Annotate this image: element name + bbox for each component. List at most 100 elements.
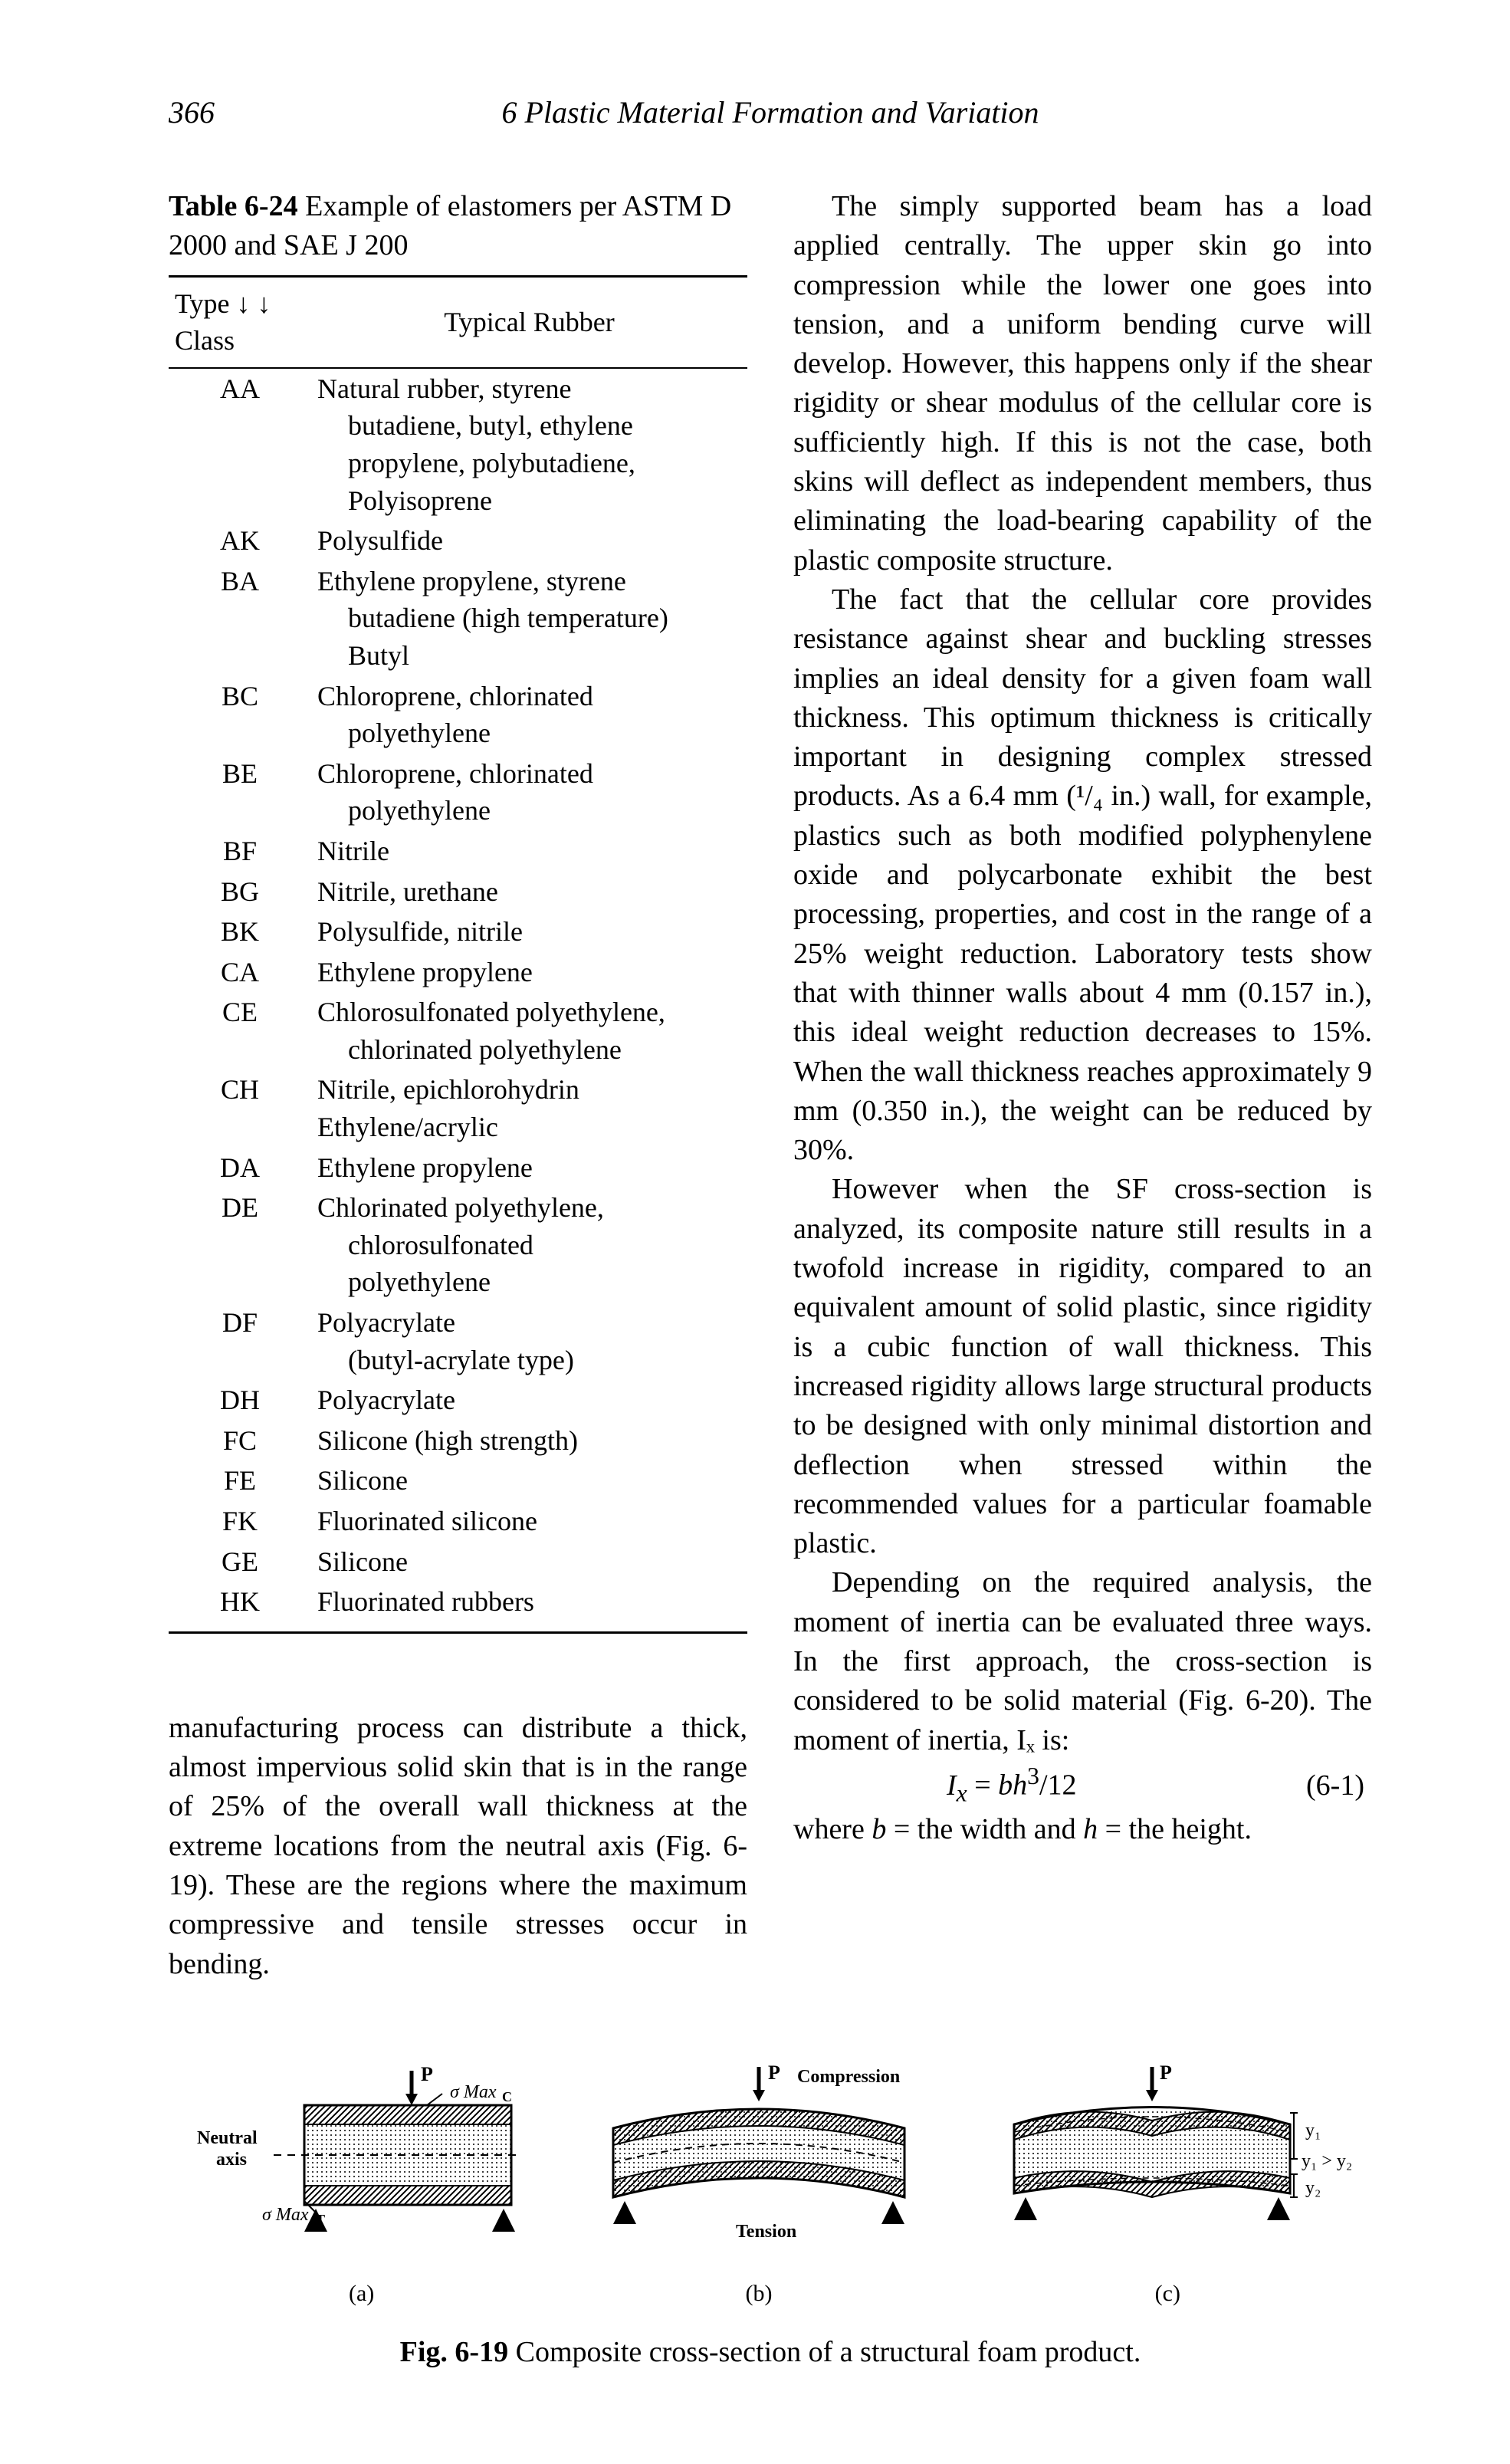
- panel-c-label: (c): [976, 2278, 1359, 2310]
- table-row: FKFluorinated silicone: [169, 1501, 747, 1542]
- table-row: DEChlorinated polyethylene,chlorosulfona…: [169, 1188, 747, 1303]
- row-text: Polysulfide: [311, 521, 747, 561]
- row-text: Silicone: [311, 1460, 747, 1501]
- panel-b-svg: P Compression Tension: [567, 2059, 950, 2259]
- row-text: Chloroprene, chlorinatedpolyethylene: [311, 676, 747, 754]
- figure-caption-text: Composite cross-section of a structural …: [508, 2336, 1141, 2368]
- row-code: DH: [169, 1380, 311, 1421]
- left-column: Table 6-24 Example of elastomers per AST…: [169, 187, 747, 2013]
- right-paragraph-2: The fact that the cellular core provides…: [793, 580, 1372, 1170]
- row-text: Polyacrylate(butyl-acrylate type): [311, 1303, 747, 1380]
- row-text: Natural rubber, styrenebutadiene, butyl,…: [311, 368, 747, 521]
- row-code: BK: [169, 912, 311, 952]
- row-text: Chlorinated polyethylene,chlorosulfonate…: [311, 1188, 747, 1303]
- equation-number: (6-1): [1306, 1766, 1364, 1805]
- label-neutral: Neutral: [197, 2128, 258, 2148]
- table-row: DAEthylene propylene: [169, 1148, 747, 1188]
- row-code: FE: [169, 1460, 311, 1501]
- row-text: Polyacrylate: [311, 1380, 747, 1421]
- right-paragraph-4: Depending on the required analysis, the …: [793, 1563, 1372, 1759]
- table-caption: Table 6-24 Example of elastomers per AST…: [169, 187, 747, 266]
- label-y-relation: y₁ > y₂: [1302, 2151, 1352, 2171]
- row-code: CA: [169, 952, 311, 993]
- table-row: HKFluorinated rubbers: [169, 1582, 747, 1632]
- table-row: BKPolysulfide, nitrile: [169, 912, 747, 952]
- row-text: Fluorinated silicone: [311, 1501, 747, 1542]
- right-paragraph-1: The simply supported beam has a load app…: [793, 187, 1372, 580]
- running-head-text: 6 Plastic Material Formation and Variati…: [501, 92, 1039, 133]
- figure-panel-a: P σ Max C σ Max T Neutral axis (a): [182, 2059, 542, 2310]
- row-code: BA: [169, 561, 311, 676]
- table-row: BAEthylene propylene, styrenebutadiene (…: [169, 561, 747, 676]
- table-row: GESilicone: [169, 1542, 747, 1582]
- table-label: Table 6-24: [169, 190, 298, 222]
- page-number: 366: [169, 92, 215, 133]
- label-sigmamaxt: σ Max: [262, 2205, 309, 2225]
- row-code: AK: [169, 521, 311, 561]
- table-row: AANatural rubber, styrenebutadiene, buty…: [169, 368, 747, 521]
- row-text: Nitrile, epichlorohydrinEthylene/acrylic: [311, 1069, 747, 1147]
- row-code: GE: [169, 1542, 311, 1582]
- right-column: The simply supported beam has a load app…: [793, 187, 1372, 2013]
- figure-panels: P σ Max C σ Max T Neutral axis (a): [169, 2059, 1372, 2310]
- row-text: Silicone (high strength): [311, 1421, 747, 1461]
- row-code: DA: [169, 1148, 311, 1188]
- where-line: where b = the width and h = the height.: [793, 1810, 1372, 1849]
- running-head: 366 6 Plastic Material Formation and Var…: [169, 92, 1372, 133]
- table-header-type: Type ↓ ↓ Class: [169, 276, 311, 368]
- row-code: AA: [169, 368, 311, 521]
- row-code: CE: [169, 992, 311, 1069]
- row-code: CH: [169, 1069, 311, 1147]
- row-text: Nitrile: [311, 831, 747, 872]
- label-compression: Compression: [797, 2067, 900, 2087]
- row-text: Polysulfide, nitrile: [311, 912, 747, 952]
- label-tension: Tension: [736, 2222, 796, 2242]
- panel-c-svg: P y₁ y₂ y₁ > y₂: [976, 2059, 1359, 2259]
- row-code: DE: [169, 1188, 311, 1303]
- label-P-b: P: [768, 2062, 780, 2084]
- row-text: Chlorosulfonated polyethylene,chlorinate…: [311, 992, 747, 1069]
- right-paragraph-3: However when the SF cross-section is ana…: [793, 1170, 1372, 1563]
- table-row: BCChloroprene, chlorinatedpolyethylene: [169, 676, 747, 754]
- label-P: P: [421, 2063, 433, 2085]
- panel-a-svg: P σ Max C σ Max T Neutral axis: [182, 2059, 542, 2259]
- table-row: CEChlorosulfonated polyethylene,chlorina…: [169, 992, 747, 1069]
- row-text: Nitrile, urethane: [311, 872, 747, 912]
- table-row: DFPolyacrylate(butyl-acrylate type): [169, 1303, 747, 1380]
- row-code: DF: [169, 1303, 311, 1380]
- label-sigmamaxt-sub: T: [316, 2212, 325, 2227]
- table-row: CAEthylene propylene: [169, 952, 747, 993]
- table-row: FESilicone: [169, 1460, 747, 1501]
- row-text: Silicone: [311, 1542, 747, 1582]
- label-P-c: P: [1160, 2062, 1172, 2084]
- figure-panel-b: P Compression Tension (b): [567, 2059, 950, 2310]
- label-sigmamaxc-sub: C: [502, 2089, 512, 2104]
- elastomer-table: Type ↓ ↓ Class Typical Rubber AANatural …: [169, 275, 747, 1634]
- equation-line: Ix = bh3/12 (6-1): [793, 1760, 1372, 1810]
- table-row: AKPolysulfide: [169, 521, 747, 561]
- row-code: HK: [169, 1582, 311, 1632]
- columns: Table 6-24 Example of elastomers per AST…: [169, 187, 1372, 2013]
- label-y2: y₂: [1305, 2178, 1321, 2198]
- figure-caption: Fig. 6-19 Composite cross-section of a s…: [169, 2333, 1372, 2372]
- row-code: BE: [169, 754, 311, 831]
- equation-body: Ix = bh3/12: [947, 1760, 1077, 1810]
- table-header-rubber: Typical Rubber: [311, 276, 747, 368]
- label-sigmamaxc: σ Max: [450, 2082, 497, 2102]
- table-row: BEChloroprene, chlorinatedpolyethylene: [169, 754, 747, 831]
- left-paragraph: manufacturing process can distribute a t…: [169, 1709, 747, 1984]
- figure-panel-c: P y₁ y₂ y₁ > y₂ (c): [976, 2059, 1359, 2310]
- page: 366 6 Plastic Material Formation and Var…: [0, 0, 1510, 2464]
- panel-b-label: (b): [567, 2278, 950, 2310]
- row-code: FC: [169, 1421, 311, 1461]
- row-code: BC: [169, 676, 311, 754]
- row-text: Ethylene propylene: [311, 1148, 747, 1188]
- table-row: BGNitrile, urethane: [169, 872, 747, 912]
- row-text: Ethylene propylene: [311, 952, 747, 993]
- figure-6-19: P σ Max C σ Max T Neutral axis (a): [169, 2059, 1372, 2372]
- row-code: BG: [169, 872, 311, 912]
- label-y1: y₁: [1305, 2121, 1321, 2140]
- table-row: FCSilicone (high strength): [169, 1421, 747, 1461]
- row-text: Chloroprene, chlorinatedpolyethylene: [311, 754, 747, 831]
- label-axis: axis: [216, 2150, 247, 2170]
